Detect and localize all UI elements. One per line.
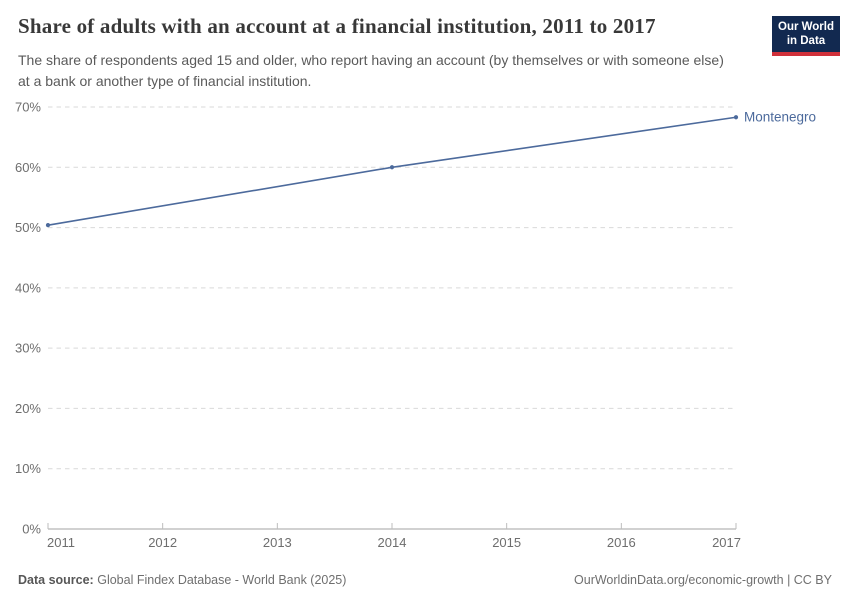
chart-footer: Data source: Global Findex Database - Wo…: [18, 573, 832, 587]
y-axis-label: 20%: [15, 401, 41, 416]
owid-logo-text-line1: Our World: [778, 21, 835, 33]
x-axis-label: 2015: [492, 535, 521, 550]
data-point[interactable]: [389, 165, 395, 170]
credit-link[interactable]: OurWorldinData.org/economic-growth | CC …: [574, 573, 832, 587]
chart-title: Share of adults with an account at a fin…: [18, 14, 656, 38]
owid-logo[interactable]: Our World in Data: [772, 16, 840, 56]
x-axis-label: 2011: [47, 535, 75, 550]
chart-header: Share of adults with an account at a fin…: [18, 14, 840, 92]
x-axis-label: 2016: [607, 535, 636, 550]
line-chart-svg: 0% 10% 20% 30% 40% 50% 60% 70% 2011 2012 2013 2014 2…: [15, 100, 816, 551]
owid-logo-text-line2: in Data: [786, 35, 826, 48]
line-chart: 0% 10% 20% 30% 40% 50% 60% 70% 2011 2012 2013 2014 2…: [0, 95, 850, 570]
y-axis-label: 50%: [15, 220, 41, 235]
x-axis-label: 2013: [263, 535, 292, 550]
x-axis-label: 2012: [148, 535, 177, 550]
series-line-montenegro[interactable]: [47, 116, 737, 226]
data-source: Data source: Global Findex Database - Wo…: [18, 573, 346, 587]
data-source-value: Global Findex Database - World Bank (202…: [97, 573, 347, 587]
series-end-label[interactable]: Montenegro: [744, 110, 816, 125]
y-axis-label: 10%: [15, 461, 41, 476]
x-axis-label: 2017: [712, 535, 741, 550]
data-point[interactable]: [733, 115, 739, 120]
x-axis-label: 2014: [378, 535, 407, 550]
chart-subtitle: The share of respondents aged 15 and old…: [18, 52, 724, 89]
y-axis-label: 0%: [22, 522, 41, 537]
y-axis-label: 40%: [15, 280, 41, 295]
data-source-label: Data source:: [18, 573, 94, 587]
y-axis-label: 30%: [15, 341, 41, 356]
y-axis-label: 60%: [15, 160, 41, 175]
data-point[interactable]: [45, 223, 51, 228]
y-axis-label: 70%: [15, 100, 41, 115]
